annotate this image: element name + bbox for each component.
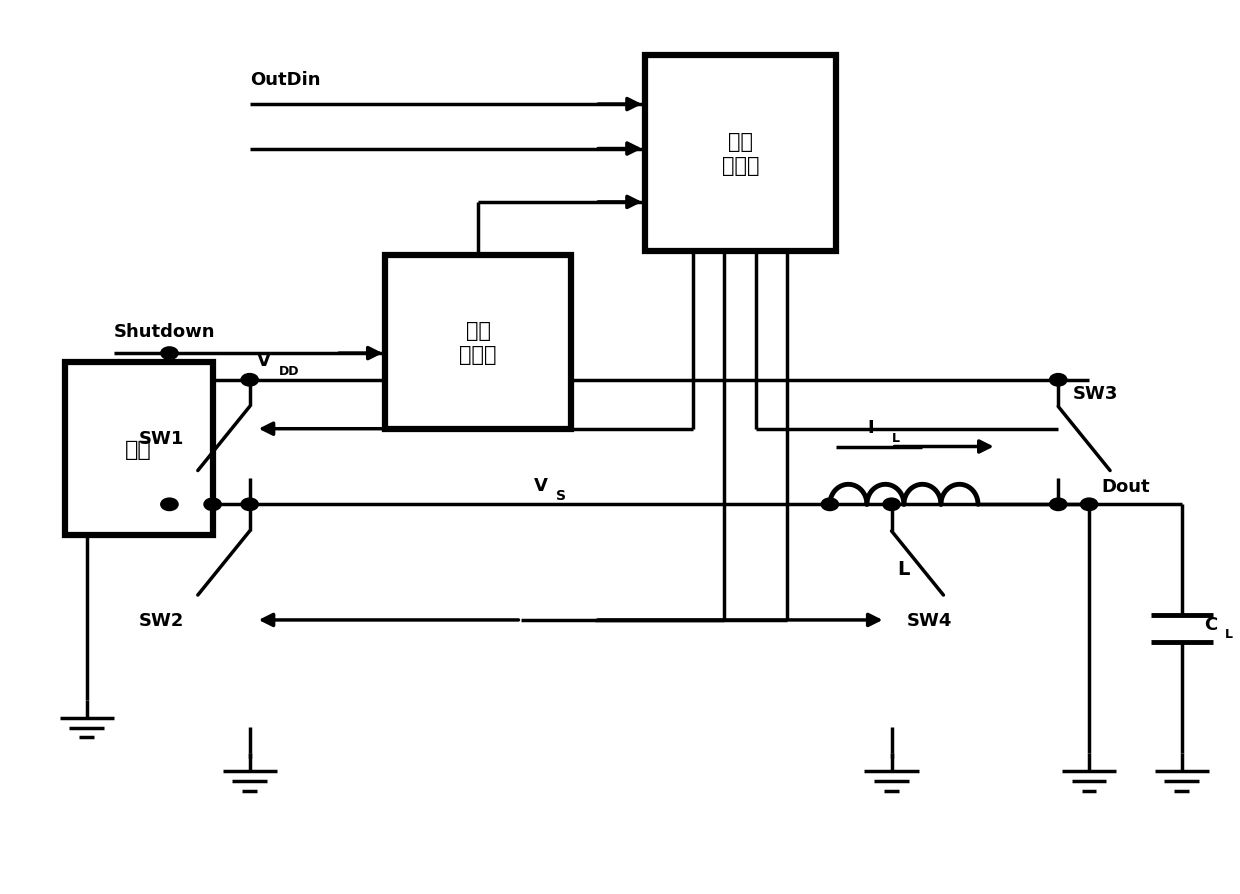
Text: I: I xyxy=(867,418,873,436)
Circle shape xyxy=(205,499,221,511)
Circle shape xyxy=(883,499,900,511)
Text: 电源: 电源 xyxy=(125,439,153,460)
Text: L: L xyxy=(892,431,899,444)
FancyBboxPatch shape xyxy=(64,363,212,536)
Circle shape xyxy=(1049,375,1066,386)
FancyBboxPatch shape xyxy=(386,256,570,429)
Circle shape xyxy=(241,499,258,511)
Text: V: V xyxy=(257,351,272,370)
Text: SW2: SW2 xyxy=(139,611,184,629)
Text: SW4: SW4 xyxy=(906,611,952,629)
Text: L: L xyxy=(898,560,910,578)
Text: V: V xyxy=(533,477,548,494)
Text: C: C xyxy=(1204,616,1218,634)
Text: Dout: Dout xyxy=(1101,478,1149,496)
FancyBboxPatch shape xyxy=(645,56,836,251)
Text: 时序
产生器: 时序 产生器 xyxy=(722,132,759,175)
Circle shape xyxy=(821,499,838,511)
Text: OutDin: OutDin xyxy=(249,71,320,89)
Text: DD: DD xyxy=(279,365,300,377)
Text: SW1: SW1 xyxy=(139,429,184,447)
Text: Shutdown: Shutdown xyxy=(114,323,216,341)
Circle shape xyxy=(241,375,258,386)
Text: 电流
探测器: 电流 探测器 xyxy=(459,321,497,364)
Circle shape xyxy=(161,348,179,360)
Text: L: L xyxy=(1225,627,1233,640)
Circle shape xyxy=(1080,499,1097,511)
Circle shape xyxy=(161,499,179,511)
Text: SW3: SW3 xyxy=(1073,384,1118,403)
Text: S: S xyxy=(556,488,565,502)
Circle shape xyxy=(1049,499,1066,511)
